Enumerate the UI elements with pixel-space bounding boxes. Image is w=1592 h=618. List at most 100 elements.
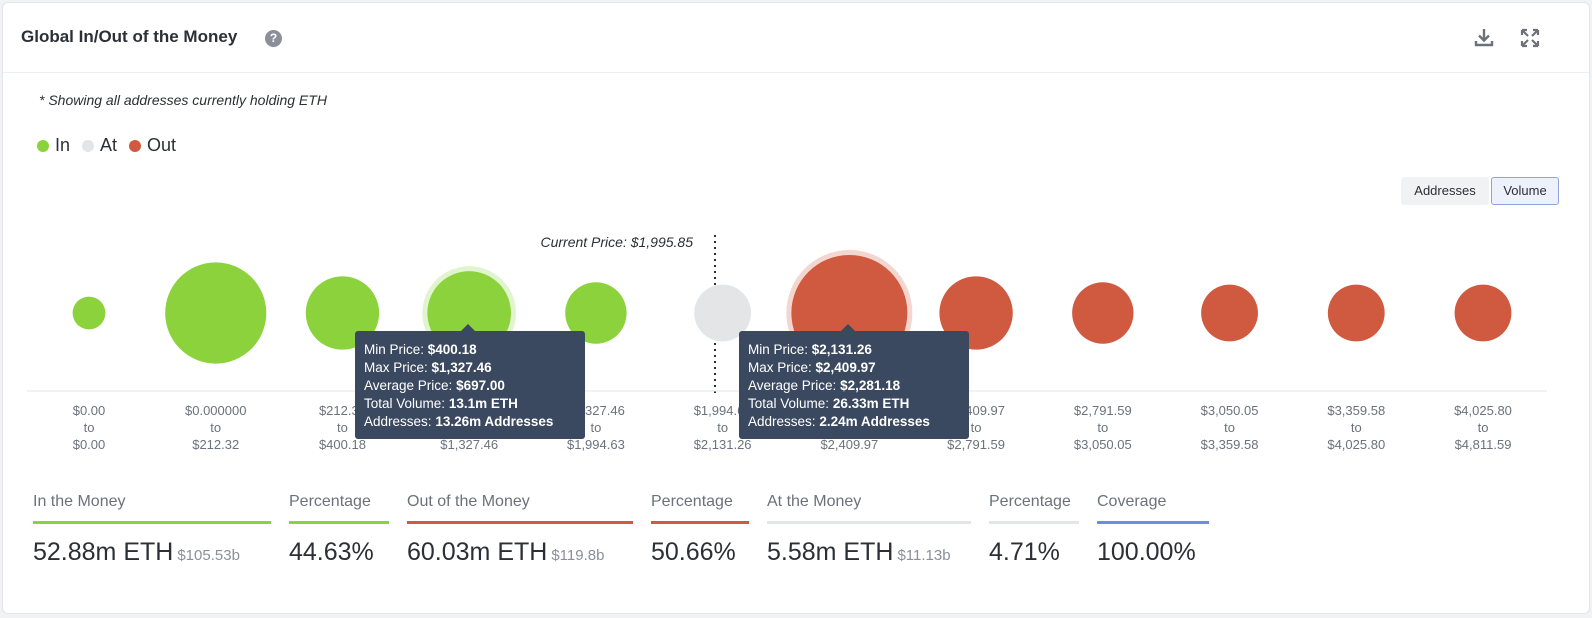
stat-label: Percentage — [289, 493, 371, 510]
stat-label: In the Money — [33, 493, 126, 510]
x-tick-label-to: to — [1097, 420, 1108, 435]
stat-underline — [33, 521, 271, 524]
question-circle-icon[interactable]: ? — [265, 30, 282, 47]
addresses-toggle-button[interactable]: Addresses — [1401, 177, 1489, 205]
stat-value-main: 52.88m ETH — [33, 538, 174, 566]
x-tick-label-upper: $2,791.59 — [947, 437, 1005, 452]
x-tick-label-to: to — [971, 420, 982, 435]
stat-value: 5.58m ETH $11.13b — [767, 538, 971, 567]
stat-underline — [767, 521, 971, 524]
legend-item-out[interactable]: Out — [129, 135, 176, 156]
x-tick-label-upper: $4,025.80 — [1327, 437, 1385, 452]
x-tick-label-upper: $3,359.58 — [1201, 437, 1259, 452]
x-tick-label-to: to — [1224, 420, 1235, 435]
x-tick-label-upper: $212.32 — [192, 437, 239, 452]
stat-label: Coverage — [1097, 493, 1167, 510]
tooltip-volume-value: 13.1m ETH — [448, 396, 518, 411]
card-header: Global In/Out of the Money ? — [3, 3, 1589, 73]
expand-icon[interactable] — [1517, 25, 1543, 51]
stat-underline — [289, 521, 389, 524]
stat-underline — [651, 521, 749, 524]
stat-value: 50.66% — [651, 538, 736, 566]
x-tick-label-from: $2,791.59 — [1074, 403, 1132, 418]
x-tick-label-from: $0.00 — [73, 403, 106, 418]
tooltip-in-bucket: Min Price: $400.18 Max Price: $1,327.46 … — [355, 324, 585, 439]
x-tick-label-from: $3,050.05 — [1201, 403, 1259, 418]
x-tick-label-upper: $4,811.59 — [1455, 437, 1512, 452]
x-tick-label-upper: $2,409.97 — [820, 437, 878, 452]
holding-note: * Showing all addresses currently holdin… — [39, 92, 327, 108]
stat-underline — [1097, 521, 1209, 524]
stat-value: 60.03m ETH $119.8b — [407, 538, 633, 567]
x-tick-label-to: to — [717, 420, 728, 435]
tooltip-arrow — [841, 324, 855, 331]
tooltip-volume-label: Total Volume: — [364, 396, 446, 411]
x-tick-label-to: to — [337, 420, 348, 435]
tooltip-avg-label: Average Price: — [364, 378, 453, 393]
x-tick-label-to: to — [1351, 420, 1362, 435]
bubble-at[interactable] — [694, 284, 752, 342]
stat-in-percentage: Percentage 44.63% — [289, 493, 389, 567]
volume-toggle-button[interactable]: Volume — [1491, 177, 1559, 205]
tooltip-addresses-label: Addresses: — [364, 414, 432, 429]
x-tick-label-from: $3,359.58 — [1327, 403, 1385, 418]
bubble-in[interactable] — [165, 262, 267, 364]
tooltip-addresses-value: 2.24m Addresses — [819, 414, 930, 429]
stat-value: 52.88m ETH $105.53b — [33, 538, 271, 567]
tooltip-addresses-label: Addresses: — [748, 414, 816, 429]
tooltip-max-label: Max Price: — [364, 360, 428, 375]
bubble-in[interactable] — [565, 282, 627, 344]
tooltip-volume-label: Total Volume: — [748, 396, 830, 411]
stat-value-main: 60.03m ETH — [407, 538, 548, 566]
stat-coverage: Coverage 100.00% — [1097, 493, 1209, 567]
legend-item-at[interactable]: At — [82, 135, 117, 156]
stat-value-usd: $119.8b — [551, 547, 605, 564]
stat-in-the-money: In the Money 52.88m ETH $105.53b — [33, 493, 271, 567]
current-price-label: Current Price: $1,995.85 — [540, 234, 693, 250]
tooltip-arrow — [461, 324, 475, 331]
stat-value-usd: $105.53b — [177, 547, 240, 564]
stat-label: At the Money — [767, 493, 862, 510]
x-tick-label-from: $1,994.63 — [694, 403, 752, 418]
stat-value: 44.63% — [289, 538, 374, 566]
legend-label-in: In — [55, 135, 71, 155]
stat-value-usd: $11.13b — [897, 547, 951, 564]
tooltip-max-label: Max Price: — [748, 360, 812, 375]
legend-dot-out — [129, 139, 142, 152]
x-tick-label-to: to — [210, 420, 221, 435]
legend-dot-at — [82, 139, 95, 152]
stat-value: 4.71% — [989, 538, 1060, 566]
legend-dot-in — [37, 139, 49, 152]
x-tick-label-upper: $2,131.26 — [694, 437, 752, 452]
tooltip-max-value: $1,327.46 — [431, 360, 492, 375]
x-tick-label-upper: $1,327.46 — [440, 437, 498, 452]
tooltip-avg-value: $2,281.18 — [840, 378, 901, 393]
tooltip-out-bucket: Min Price: $2,131.26 Max Price: $2,409.9… — [739, 324, 969, 439]
stat-label: Percentage — [651, 493, 733, 510]
stat-underline — [407, 521, 633, 524]
bubble-out[interactable] — [1072, 282, 1134, 344]
x-tick-label-from: $212.32 — [319, 403, 366, 418]
tooltip-addresses-value: 13.26m Addresses — [435, 414, 554, 429]
x-tick-label-upper: $0.00 — [73, 437, 106, 452]
tooltip-min-label: Min Price: — [748, 342, 809, 357]
bubble-out[interactable] — [1327, 284, 1385, 342]
x-tick-label-upper: $400.18 — [319, 437, 366, 452]
bubble-out[interactable] — [1201, 284, 1258, 342]
card-title: Global In/Out of the Money — [21, 27, 238, 46]
stat-label: Out of the Money — [407, 493, 530, 510]
download-icon[interactable] — [1471, 25, 1497, 51]
legend-label-at: At — [100, 135, 118, 155]
tooltip-min-value: $2,131.26 — [811, 342, 872, 357]
stat-out-of-the-money: Out of the Money 60.03m ETH $119.8b — [407, 493, 633, 567]
legend-item-in[interactable]: In — [37, 135, 70, 156]
stat-label: Percentage — [989, 493, 1071, 510]
stat-value-main: 5.58m ETH — [767, 538, 894, 566]
stat-underline — [989, 521, 1079, 524]
x-tick-label-upper: $1,994.63 — [567, 437, 625, 452]
x-tick-label-to: to — [1478, 420, 1489, 435]
stat-out-percentage: Percentage 50.66% — [651, 493, 749, 567]
bubble-out[interactable] — [1454, 284, 1512, 342]
bubble-in[interactable] — [72, 296, 106, 330]
